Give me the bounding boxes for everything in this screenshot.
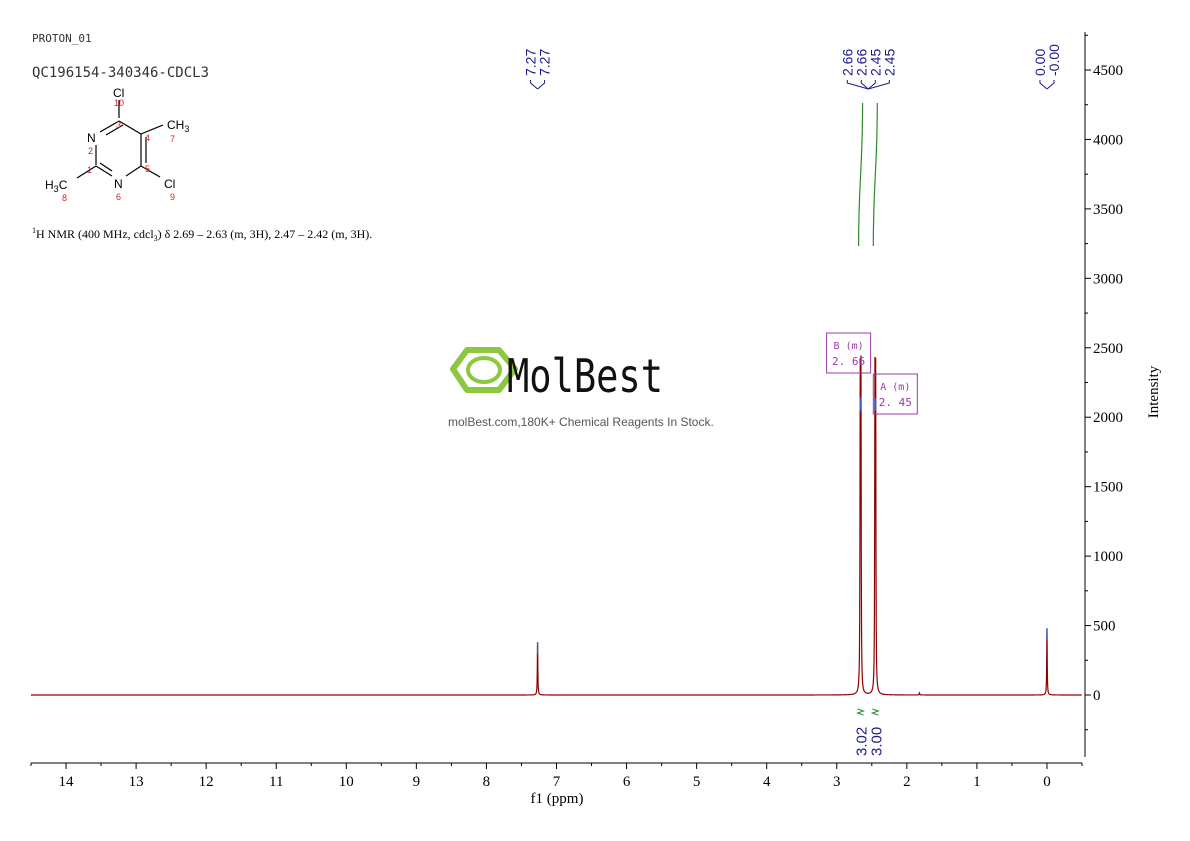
y-tick-label: 1000	[1093, 549, 1123, 565]
benzene-logo-icon	[450, 347, 518, 393]
peak-label: 2.66	[853, 49, 869, 76]
spectrum-line	[31, 355, 1082, 696]
atom-number-7: 7	[170, 134, 175, 144]
y-tick-label: 2000	[1093, 410, 1123, 426]
atom-number-9: 9	[170, 192, 175, 202]
molbest-watermark: MolBest molBest.com,180K+ Chemical Reage…	[448, 347, 714, 429]
y-axis: 0 500 1000 1500 2000 2500 3000 3500 4000 4500 Int…	[1084, 32, 1162, 757]
multiplet-box	[872, 373, 918, 415]
x-tick-label: 7	[553, 774, 561, 790]
atom-n-bottom: N	[114, 177, 123, 191]
atom-number-8: 8	[62, 193, 67, 203]
y-tick-label: 2500	[1093, 341, 1123, 357]
sample-label: QC196154-340346-CDCL3	[32, 65, 209, 81]
chemical-structure: Cl N CH3 H3C N Cl 1 2 3 4 5 6 7 8 9 10	[45, 86, 189, 203]
peak-label-connector	[867, 80, 876, 90]
peak-label: 7.27	[537, 49, 553, 76]
multiplet-letter: A (m)	[880, 382, 910, 393]
peak-label: -0.00	[1046, 44, 1062, 76]
peak-label-connector	[846, 80, 869, 90]
x-tick-label: 11	[269, 774, 283, 790]
x-tick-label: 14	[59, 774, 75, 790]
atom-number-6: 6	[116, 192, 121, 202]
peak-label-connector	[1039, 80, 1048, 90]
peak-label-connector	[1046, 80, 1055, 90]
multiplet-letter: B (m)	[834, 341, 864, 352]
x-ticks: 14 13 12 11 10 9 8 7 6 5 4 3 2 1 0	[30, 763, 1083, 790]
peak-label: 2.45	[867, 49, 883, 76]
peak-label-connector	[868, 80, 890, 90]
y-ticks: 0 500 1000 1500 2000 2500 3000 3500 4000 4500	[1085, 34, 1123, 731]
peak-label: 2.66	[839, 49, 855, 76]
integral-value: 3.02	[854, 727, 871, 756]
atom-number-3: 3	[116, 120, 121, 130]
x-tick-label: 0	[1043, 774, 1051, 790]
peak-label-connector	[530, 80, 538, 90]
atom-cl-right: Cl	[164, 177, 175, 191]
experiment-label: PROTON_01	[32, 32, 92, 45]
integral-marker	[870, 708, 880, 716]
multiplet-box	[826, 332, 872, 374]
brand-tagline: molBest.com,180K+ Chemical Reagents In S…	[448, 415, 714, 429]
x-axis: 14 13 12 11 10 9 8 7 6 5 4 3 2 1 0 f1 (ppm)	[30, 762, 1083, 807]
x-tick-label: 13	[129, 774, 144, 790]
x-tick-label: 6	[623, 774, 631, 790]
x-tick-label: 4	[763, 774, 771, 790]
integral-value: 3.00	[868, 727, 885, 756]
peak-label-connector	[860, 80, 869, 90]
atom-number-4: 4	[145, 133, 150, 143]
x-tick-label: 9	[413, 774, 421, 790]
integral-curves	[857, 102, 878, 247]
multiplet-shift: 2. 45	[879, 396, 912, 409]
y-tick-label: 3500	[1093, 202, 1123, 218]
x-tick-label: 1	[973, 774, 981, 790]
y-tick-label: 1500	[1093, 480, 1123, 496]
x-tick-label: 10	[339, 774, 354, 790]
atom-number-1: 1	[87, 165, 92, 175]
atom-number-5: 5	[145, 164, 150, 174]
integral-curve	[872, 102, 878, 247]
peak-label-connector	[537, 80, 546, 90]
y-tick-label: 0	[1093, 688, 1101, 704]
x-tick-label: 2	[903, 774, 911, 790]
y-tick-label: 500	[1093, 619, 1116, 635]
atom-number-2: 2	[88, 146, 93, 156]
multiplet-boxes: B (m) 2. 66 A (m) 2. 45	[826, 332, 918, 415]
atom-number-10: 10	[114, 98, 124, 108]
peak-label: 7.27	[523, 49, 539, 76]
integral-curve	[857, 102, 864, 247]
benzene-logo-ring-icon	[466, 356, 502, 384]
nmr-description: 1H NMR (400 MHz, cdcl3) δ 2.69 – 2.63 (m…	[32, 226, 372, 243]
integral-marker	[856, 708, 866, 716]
atom-ch3-right: CH3	[167, 118, 189, 134]
peak-label: 0.00	[1032, 49, 1048, 76]
x-tick-label: 12	[199, 774, 214, 790]
atom-h3c-left: H3C	[45, 178, 68, 194]
atom-n-top: N	[87, 131, 96, 145]
x-tick-label: 8	[483, 774, 491, 790]
y-axis-label: Intensity	[1146, 365, 1162, 418]
x-tick-label: 3	[833, 774, 841, 790]
brand-name: MolBest	[507, 349, 663, 403]
integral-labels: 3.023.00	[854, 708, 885, 756]
peak-labels: 7.277.27 2.662.662.452.45 0.00-0.00	[523, 44, 1062, 655]
peak-label: 2.45	[881, 49, 897, 76]
x-tick-label: 5	[693, 774, 701, 790]
y-tick-label: 4000	[1093, 132, 1123, 148]
x-axis-label: f1 (ppm)	[531, 791, 584, 807]
multiplet-shift: 2. 66	[832, 355, 865, 368]
y-tick-label: 3000	[1093, 271, 1123, 287]
atom-cl-top: Cl	[113, 86, 124, 100]
y-tick-label: 4500	[1093, 63, 1123, 79]
